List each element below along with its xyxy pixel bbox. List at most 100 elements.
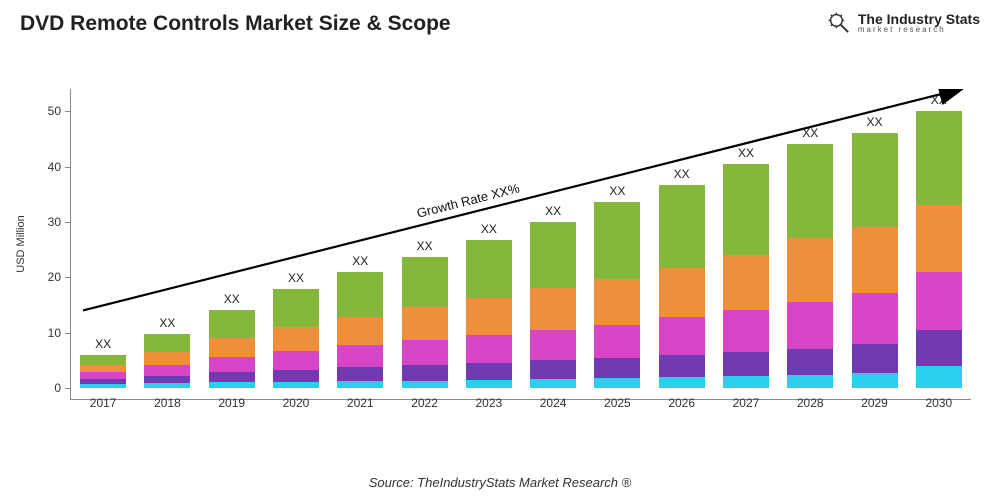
bar-column: XX2025 — [594, 202, 640, 388]
bar-segment — [530, 288, 576, 330]
x-tick-label: 2025 — [604, 396, 631, 410]
x-tick-label: 2027 — [733, 396, 760, 410]
bar-segment — [466, 363, 512, 380]
bar-segment — [530, 360, 576, 378]
bar-segment — [916, 111, 962, 205]
bar-segment — [916, 330, 962, 366]
bar-segment — [530, 379, 576, 388]
bars-group: XX2017XX2018XX2019XX2020XX2021XX2022XX20… — [71, 89, 971, 399]
bar-value-label: XX — [159, 316, 175, 330]
bar-segment — [787, 375, 833, 388]
x-tick-label: 2020 — [283, 396, 310, 410]
bar-segment — [337, 381, 383, 388]
bar-segment — [659, 268, 705, 317]
bar-value-label: XX — [352, 254, 368, 268]
bar-segment — [273, 351, 319, 370]
bar-segment — [723, 352, 769, 376]
bar-segment — [594, 325, 640, 358]
bar-segment — [594, 279, 640, 324]
x-tick-label: 2030 — [925, 396, 952, 410]
bar-column: XX2022 — [402, 257, 448, 388]
bar-segment — [852, 373, 898, 388]
x-tick-label: 2021 — [347, 396, 374, 410]
x-tick-label: 2022 — [411, 396, 438, 410]
bar-value-label: XX — [481, 222, 497, 236]
bar-segment — [916, 272, 962, 330]
y-tick-label: 40 — [48, 160, 71, 174]
bar-segment — [466, 240, 512, 298]
bar-segment — [466, 380, 512, 388]
bar-segment — [659, 355, 705, 377]
bar-segment — [80, 384, 126, 388]
bar-segment — [530, 330, 576, 360]
bar-column: XX2023 — [466, 240, 512, 388]
bar-segment — [402, 381, 448, 388]
x-tick-label: 2019 — [218, 396, 245, 410]
y-tick-label: 20 — [48, 270, 71, 284]
bar-value-label: XX — [674, 167, 690, 181]
chart: USD Million XX2017XX2018XX2019XX2020XX20… — [70, 70, 970, 430]
bar-segment — [723, 255, 769, 310]
bar-segment — [787, 302, 833, 349]
bar-column: XX2024 — [530, 222, 576, 388]
bar-segment — [787, 144, 833, 238]
logo-sub-text: market research — [858, 26, 980, 34]
bar-segment — [659, 317, 705, 355]
bar-segment — [402, 340, 448, 365]
x-tick-label: 2024 — [540, 396, 567, 410]
bar-segment — [594, 202, 640, 280]
bar-value-label: XX — [417, 239, 433, 253]
bar-value-label: XX — [802, 126, 818, 140]
y-tick-label: 10 — [48, 326, 71, 340]
bar-segment — [80, 372, 126, 379]
bar-value-label: XX — [288, 271, 304, 285]
bar-segment — [273, 289, 319, 326]
bar-segment — [852, 133, 898, 227]
x-tick-label: 2029 — [861, 396, 888, 410]
logo-main-text: The Industry Stats — [858, 12, 980, 26]
bar-segment — [273, 382, 319, 388]
bar-segment — [723, 376, 769, 388]
x-tick-label: 2023 — [475, 396, 502, 410]
y-tick-label: 30 — [48, 215, 71, 229]
bar-column: XX2027 — [723, 164, 769, 388]
bar-segment — [80, 365, 126, 372]
bar-segment — [209, 338, 255, 357]
bar-segment — [402, 257, 448, 307]
source-caption: Source: TheIndustryStats Market Research… — [369, 475, 631, 490]
bar-column: XX2020 — [273, 289, 319, 388]
bar-segment — [337, 317, 383, 346]
bar-segment — [787, 349, 833, 375]
bar-value-label: XX — [545, 204, 561, 218]
bar-segment — [530, 222, 576, 288]
bar-segment — [144, 383, 190, 388]
bar-segment — [402, 365, 448, 381]
y-tick-label: 0 — [54, 381, 71, 395]
bar-value-label: XX — [931, 93, 947, 107]
bar-column: XX2018 — [144, 334, 190, 388]
bar-segment — [594, 358, 640, 378]
x-tick-label: 2026 — [668, 396, 695, 410]
bar-segment — [209, 357, 255, 373]
bar-segment — [723, 164, 769, 255]
bar-segment — [787, 238, 833, 302]
bar-segment — [723, 310, 769, 352]
x-tick-label: 2028 — [797, 396, 824, 410]
bar-column: XX2021 — [337, 272, 383, 388]
bar-column: XX2030 — [916, 111, 962, 388]
bar-value-label: XX — [609, 184, 625, 198]
bar-segment — [144, 352, 190, 365]
bar-column: XX2019 — [209, 310, 255, 388]
x-tick-label: 2018 — [154, 396, 181, 410]
bar-segment — [594, 378, 640, 388]
brand-logo: The Industry Stats market research — [826, 10, 980, 36]
logo-text: The Industry Stats market research — [858, 12, 980, 34]
bar-segment — [144, 334, 190, 352]
bar-segment — [337, 367, 383, 381]
gear-magnifier-icon — [826, 10, 852, 36]
bar-segment — [402, 307, 448, 340]
bar-column: XX2029 — [852, 133, 898, 388]
plot-area: USD Million XX2017XX2018XX2019XX2020XX20… — [70, 89, 971, 400]
bar-segment — [209, 382, 255, 388]
bar-segment — [337, 272, 383, 316]
